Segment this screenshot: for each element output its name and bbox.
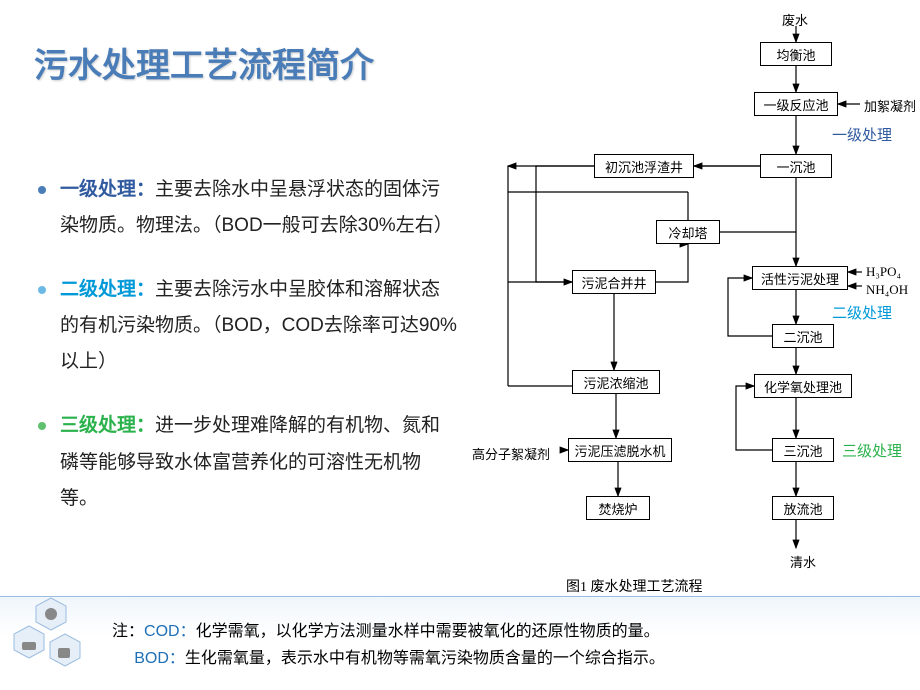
- stage-label: 二级处理: [832, 302, 892, 323]
- flowchart-node: 二沉池: [772, 324, 834, 348]
- footnote-text: 生化需氧量，表示水中有机物等需氧污染物质含量的一个综合指示。: [185, 650, 665, 667]
- bullet-term: 二级处理：: [60, 279, 155, 300]
- flowchart-node: 一沉池: [760, 154, 832, 178]
- flowchart-node: 污泥压滤脱水机: [568, 438, 672, 462]
- footnote-abbr: BOD：: [134, 650, 185, 667]
- stage-label: 一级处理: [832, 124, 892, 145]
- bullet-text: 三级处理：进一步处理难降解的有机物、氮和磷等能够导致水体富营养化的可溶性无机物等…: [60, 408, 458, 516]
- footnote: 注：COD：化学需氧，以化学方法测量水样中需要被氧化的还原性物质的量。 BOD：…: [112, 618, 665, 672]
- flowchart: 均衡池一级反应池初沉池浮渣井 一沉池冷却塔污泥合并井 活性污泥处理二沉池污泥浓缩池 化…: [472, 6, 916, 596]
- page-title: 污水处理工艺流程简介: [34, 38, 374, 87]
- flowchart-node: 焚烧炉: [586, 496, 650, 520]
- hex-decoration-icon: [6, 592, 106, 682]
- flowchart-node: 初沉池浮渣井: [594, 154, 694, 178]
- flowchart-node: 放流池: [772, 496, 834, 520]
- flowchart-node: 三沉池: [772, 438, 834, 462]
- bullet-dot-icon: [38, 286, 46, 294]
- flowchart-label: 清水: [790, 552, 816, 571]
- flowchart-label: 高分子絮凝剂: [472, 444, 550, 463]
- flowchart-node: 冷却塔: [656, 220, 720, 244]
- flowchart-edge: [656, 244, 688, 282]
- bullet-term: 一级处理：: [60, 179, 155, 200]
- bullet-item: 二级处理：主要去除污水中呈胶体和溶解状态的有机污染物质。（BOD，COD去除率可…: [38, 272, 458, 380]
- footnote-text: 化学需氧，以化学方法测量水样中需要被氧化的还原性物质的量。: [196, 623, 660, 640]
- flowchart-node: 污泥合并井: [572, 270, 656, 294]
- flowchart-node: 化学氧处理池: [754, 374, 852, 398]
- bullet-term: 三级处理：: [60, 415, 155, 436]
- flowchart-node: 活性污泥处理: [752, 266, 848, 290]
- flowchart-label: 废水: [782, 10, 808, 29]
- flowchart-label: 加絮凝剂: [864, 96, 916, 115]
- bullet-dot-icon: [38, 186, 46, 194]
- flowchart-node: 污泥浓缩池: [572, 370, 660, 394]
- bullet-item: 三级处理：进一步处理难降解的有机物、氮和磷等能够导致水体富营养化的可溶性无机物等…: [38, 408, 458, 516]
- flowchart-node: 一级反应池: [754, 92, 838, 116]
- flowchart-label: H₃PO₄: [866, 264, 901, 280]
- figure-caption: 图1 废水处理工艺流程: [566, 576, 703, 596]
- flowchart-label: NH₄OH: [866, 282, 908, 298]
- bullet-item: 一级处理：主要去除水中呈悬浮状态的固体污染物质。物理法。（BOD一般可去除30%…: [38, 172, 458, 244]
- bullet-text: 一级处理：主要去除水中呈悬浮状态的固体污染物质。物理法。（BOD一般可去除30%…: [60, 172, 458, 244]
- bullet-dot-icon: [38, 422, 46, 430]
- flowchart-node: 均衡池: [760, 42, 832, 66]
- stage-label: 三级处理: [842, 440, 902, 461]
- bullet-list: 一级处理：主要去除水中呈悬浮状态的固体污染物质。物理法。（BOD一般可去除30%…: [38, 172, 458, 545]
- flowchart-edge: [536, 166, 760, 282]
- bullet-text: 二级处理：主要去除污水中呈胶体和溶解状态的有机污染物质。（BOD，COD去除率可…: [60, 272, 458, 380]
- footnote-lead: 注：: [112, 623, 144, 640]
- footnote-abbr: COD：: [144, 623, 196, 640]
